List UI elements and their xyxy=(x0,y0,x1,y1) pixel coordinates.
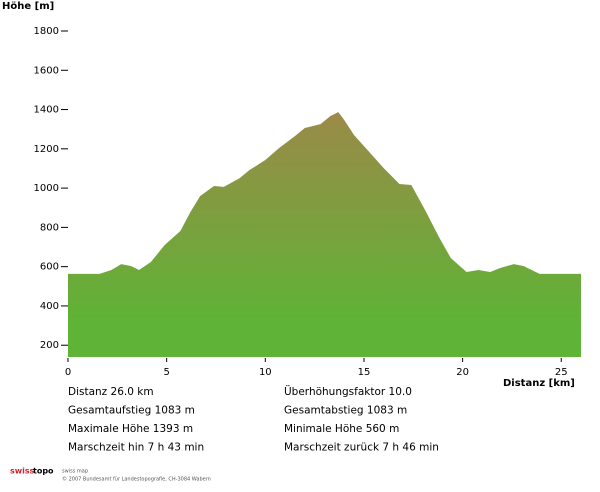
y-tick-label: 200 xyxy=(40,340,59,351)
x-tick-label: 15 xyxy=(358,367,371,378)
copyright: © 2007 Bundesamt für Landestopografie, C… xyxy=(62,476,211,483)
y-tick-label: 1200 xyxy=(34,144,59,155)
x-axis-label: Distanz [km] xyxy=(503,378,575,389)
x-tick-label: 10 xyxy=(259,367,272,378)
x-tick-label: 20 xyxy=(456,367,469,378)
y-tick-label: 1400 xyxy=(34,105,59,116)
stat: Gesamtabstieg 1083 m xyxy=(284,405,407,417)
logo-tag: swiss map xyxy=(62,469,88,475)
y-tick-label: 1800 xyxy=(34,26,59,37)
stat: Marschzeit hin 7 h 43 min xyxy=(68,442,204,454)
stat: Maximale Höhe 1393 m xyxy=(68,423,193,435)
y-tick-label: 1600 xyxy=(34,65,59,76)
stat: Überhöhungsfaktor 10.0 xyxy=(284,385,412,398)
y-axis-label: Höhe [m] xyxy=(2,1,54,12)
logo: swiss xyxy=(10,467,35,476)
stat: Marschzeit zurück 7 h 46 min xyxy=(284,442,439,454)
y-tick-label: 600 xyxy=(40,262,59,273)
elevation-area xyxy=(68,112,581,357)
y-tick-label: 400 xyxy=(40,301,59,312)
x-tick-label: 0 xyxy=(65,367,71,378)
x-tick-label: 5 xyxy=(163,367,169,378)
y-tick-label: 1000 xyxy=(34,183,59,194)
logo: topo xyxy=(33,467,54,476)
stat: Distanz 26.0 km xyxy=(68,386,154,398)
stat: Gesamtaufstieg 1083 m xyxy=(68,405,195,417)
x-tick-label: 25 xyxy=(555,367,568,378)
y-tick-label: 800 xyxy=(40,222,59,233)
stat: Minimale Höhe 560 m xyxy=(284,423,399,435)
